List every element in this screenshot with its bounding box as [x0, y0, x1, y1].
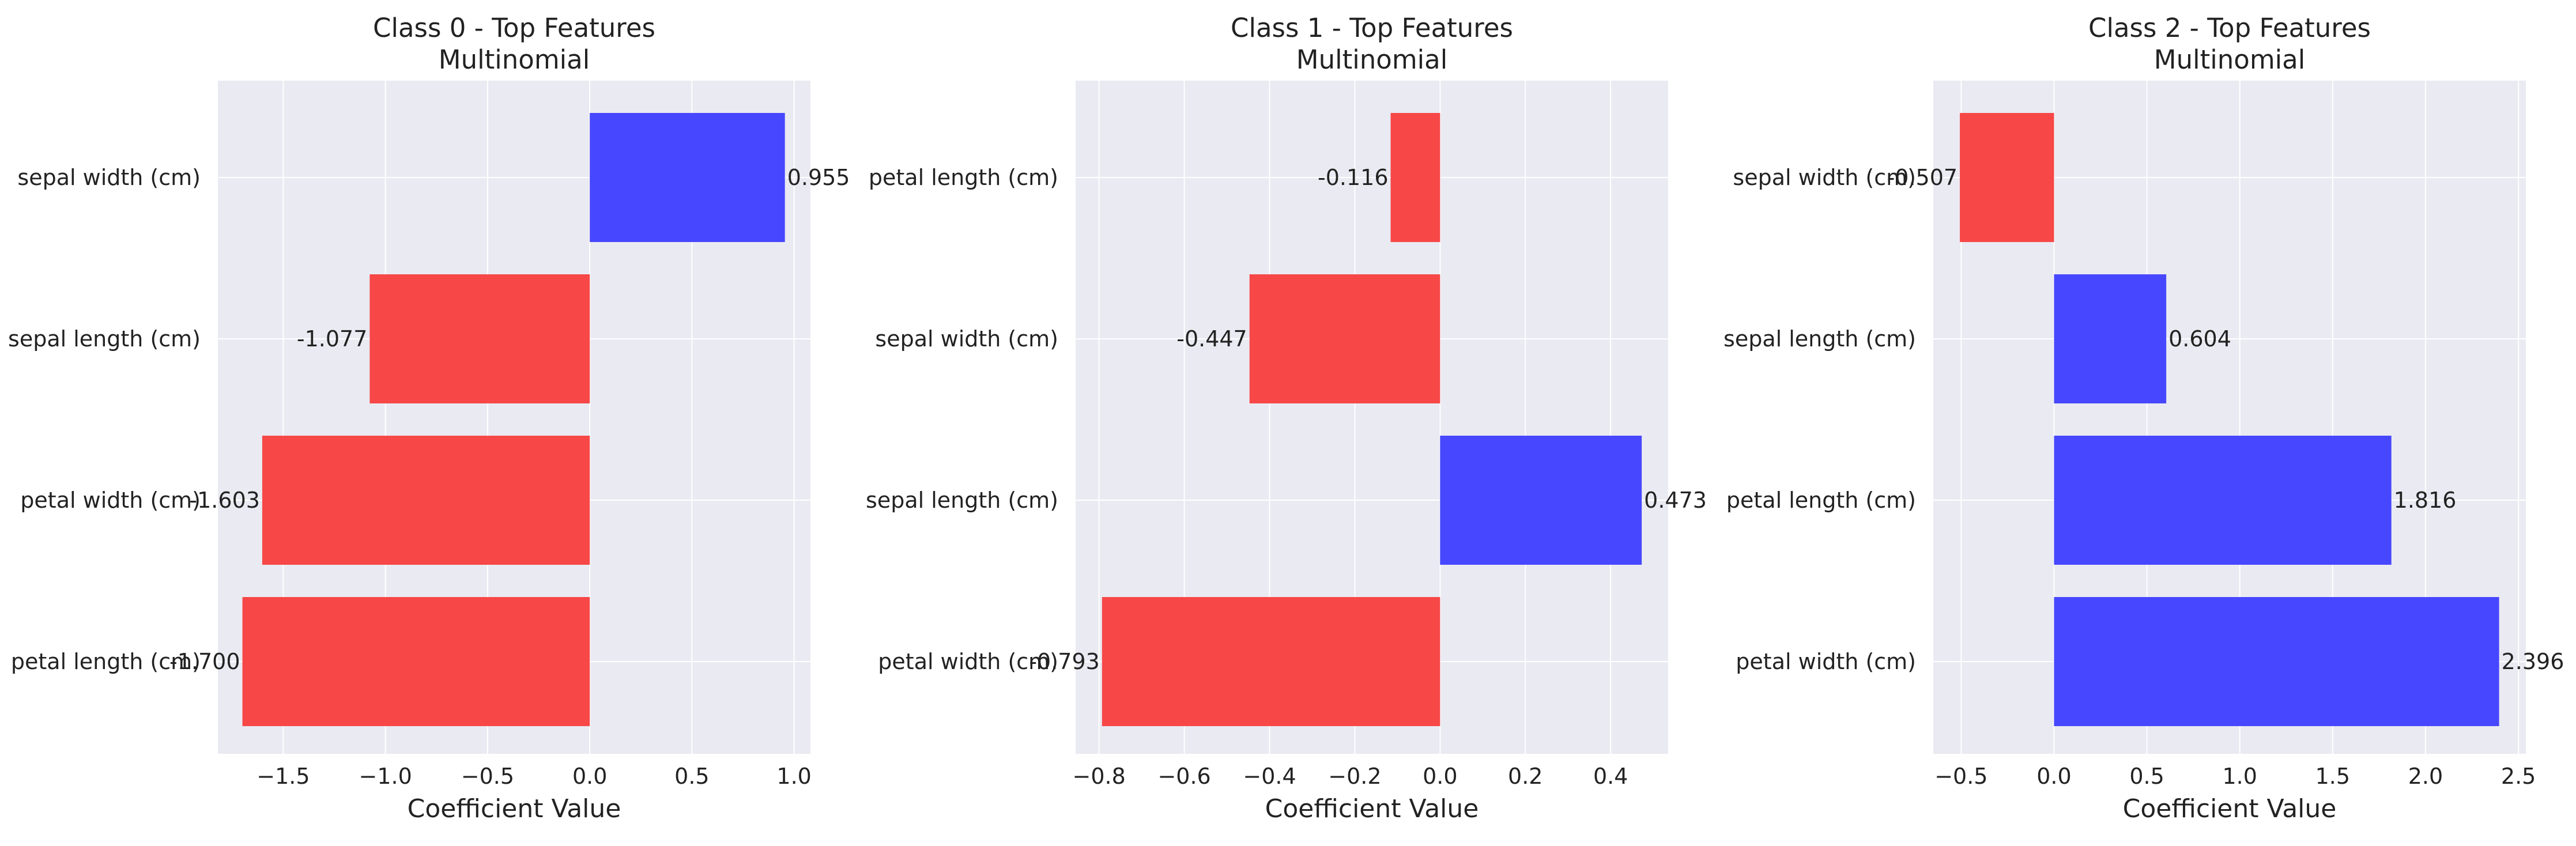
- panel-title: Class 2 - Top Features: [2088, 13, 2371, 43]
- x-tick-label: 0.0: [2036, 764, 2071, 789]
- x-tick-label: −0.4: [1243, 764, 1296, 789]
- bar-value-label: -0.447: [1176, 326, 1247, 352]
- bar-value-label: -0.116: [1318, 165, 1389, 190]
- category-label: petal width (cm): [1736, 649, 1916, 674]
- category-label: petal width (cm): [20, 488, 201, 513]
- x-tick-label: −0.5: [461, 764, 514, 789]
- bar: [1960, 113, 2054, 242]
- bar: [590, 113, 785, 242]
- category-label: petal length (cm): [1726, 488, 1916, 513]
- panel-title: Class 0 - Top Features: [373, 13, 655, 43]
- bar: [2054, 436, 2392, 565]
- panel-subtitle: Multinomial: [2154, 44, 2305, 75]
- bar-value-label: -1.603: [189, 488, 260, 513]
- category-label: sepal length (cm): [8, 326, 201, 352]
- bar-value-label: -0.793: [1029, 649, 1100, 674]
- panel-subtitle: Multinomial: [439, 44, 590, 75]
- bar: [1102, 597, 1440, 726]
- panel-subtitle: Multinomial: [1296, 44, 1447, 75]
- bar-value-label: 0.604: [2168, 326, 2231, 352]
- x-tick-label: 0.5: [674, 764, 709, 789]
- category-label: sepal length (cm): [1723, 326, 1916, 352]
- x-tick-label: −0.8: [1073, 764, 1126, 789]
- bar-value-label: 0.955: [787, 165, 850, 190]
- bar: [1440, 436, 1642, 565]
- bar-value-label: 0.473: [1644, 488, 1707, 513]
- x-tick-label: −0.6: [1157, 764, 1210, 789]
- x-tick-label: 0.4: [1593, 764, 1628, 789]
- category-label: petal length (cm): [869, 165, 1058, 190]
- bar: [2054, 597, 2499, 726]
- x-tick-label: 0.2: [1508, 764, 1542, 789]
- chart-panel-0: 0.955 -1.077 -1.603 -1.700 sepal width (cm) s…: [8, 13, 850, 824]
- category-label: sepal width (cm): [875, 326, 1058, 352]
- chart-panel-2: -0.507 0.604 1.816 2.396 sepal width (cm) sep…: [1723, 13, 2564, 824]
- x-axis-label: Coefficient Value: [408, 794, 621, 824]
- bar-value-label: 1.816: [2394, 488, 2457, 513]
- category-label: petal width (cm): [878, 649, 1058, 674]
- x-tick-label: 1.0: [776, 764, 811, 789]
- bar: [1249, 274, 1440, 403]
- chart-panel-1: -0.116 -0.447 0.473 -0.793 petal length (cm)…: [866, 13, 1707, 824]
- x-tick-label: −0.2: [1328, 764, 1381, 789]
- x-tick-label: 0.0: [1423, 764, 1457, 789]
- category-label: sepal width (cm): [17, 165, 201, 190]
- bar: [2054, 274, 2167, 403]
- bar: [369, 274, 590, 403]
- bar: [1390, 113, 1440, 242]
- bar: [242, 597, 590, 726]
- category-label: sepal length (cm): [866, 488, 1058, 513]
- x-tick-label: 2.0: [2408, 764, 2443, 789]
- bar-value-label: -1.700: [169, 649, 240, 674]
- category-label: petal length (cm): [11, 649, 201, 674]
- x-axis-label: Coefficient Value: [1265, 794, 1479, 824]
- x-axis-label: Coefficient Value: [2123, 794, 2337, 824]
- category-label: sepal width (cm): [1733, 165, 1916, 190]
- x-tick-label: −0.5: [1934, 764, 1987, 789]
- x-tick-label: 2.5: [2501, 764, 2536, 789]
- bar: [262, 436, 590, 565]
- panel-title: Class 1 - Top Features: [1231, 13, 1513, 43]
- x-tick-label: 1.0: [2223, 764, 2257, 789]
- x-tick-label: −1.5: [257, 764, 310, 789]
- bar-value-label: -0.507: [1887, 165, 1958, 190]
- bar-value-label: -1.077: [297, 326, 368, 352]
- x-tick-label: 1.5: [2315, 764, 2350, 789]
- x-tick-label: 0.0: [572, 764, 607, 789]
- x-tick-label: 0.5: [2129, 764, 2164, 789]
- x-tick-label: −1.0: [359, 764, 412, 789]
- bar-value-label: 2.396: [2502, 649, 2564, 674]
